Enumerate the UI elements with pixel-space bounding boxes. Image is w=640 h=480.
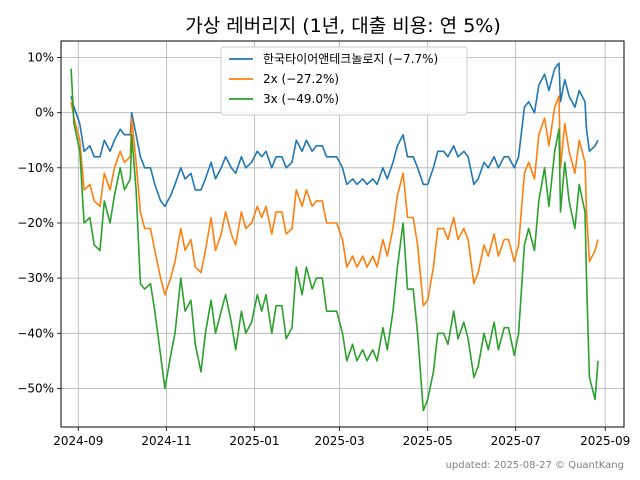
x-tick-label: 2025-01: [229, 434, 279, 448]
series-layer: [70, 62, 599, 412]
legend-box: [220, 46, 468, 116]
y-tick-label: −10%: [17, 161, 54, 175]
series-line-3: [70, 68, 599, 412]
y-tick-label: −20%: [17, 216, 54, 230]
axis-layer: 2024-09 2024-11 2025-01 2025-03 2025-05 2025-…: [17, 51, 630, 449]
x-tick-label: 2025-05: [403, 434, 453, 448]
x-tick-label: 2025-09: [580, 434, 630, 448]
y-tick-label: 10%: [27, 51, 54, 65]
x-tick-label: 2024-11: [141, 434, 191, 448]
series-line-2: [70, 95, 599, 307]
y-tick-label: 0%: [35, 106, 54, 120]
y-tick-label: −40%: [17, 326, 54, 340]
chart-title: 가상 레버리지 (1년, 대출 비용: 연 5%): [185, 15, 501, 37]
x-tick-label: 2025-07: [491, 434, 541, 448]
legend-label-2: 2x (−27.2%): [263, 72, 339, 86]
y-tick-label: −50%: [17, 381, 54, 395]
legend: 한국타이어앤테크놀로지 (−7.7%) 2x (−27.2%) 3x (−49.0%…: [220, 46, 468, 116]
footer-note: updated: 2025-08-27 © QuantKang: [446, 460, 624, 471]
series-line-1: [70, 62, 599, 208]
plot-frame: [60, 40, 625, 428]
x-tick-label: 2024-09: [53, 434, 103, 448]
y-tick-label: −30%: [17, 271, 54, 285]
x-tick-label: 2025-03: [315, 434, 365, 448]
legend-label-1: 한국타이어앤테크놀로지 (−7.7%): [263, 52, 438, 66]
legend-label-3: 3x (−49.0%): [263, 92, 339, 106]
